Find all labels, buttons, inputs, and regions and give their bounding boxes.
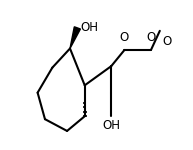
Polygon shape <box>70 27 80 48</box>
Text: OH: OH <box>80 21 98 34</box>
Text: O: O <box>146 31 156 44</box>
Text: O: O <box>120 31 129 44</box>
Text: OH: OH <box>102 119 120 132</box>
Text: O: O <box>163 35 172 48</box>
